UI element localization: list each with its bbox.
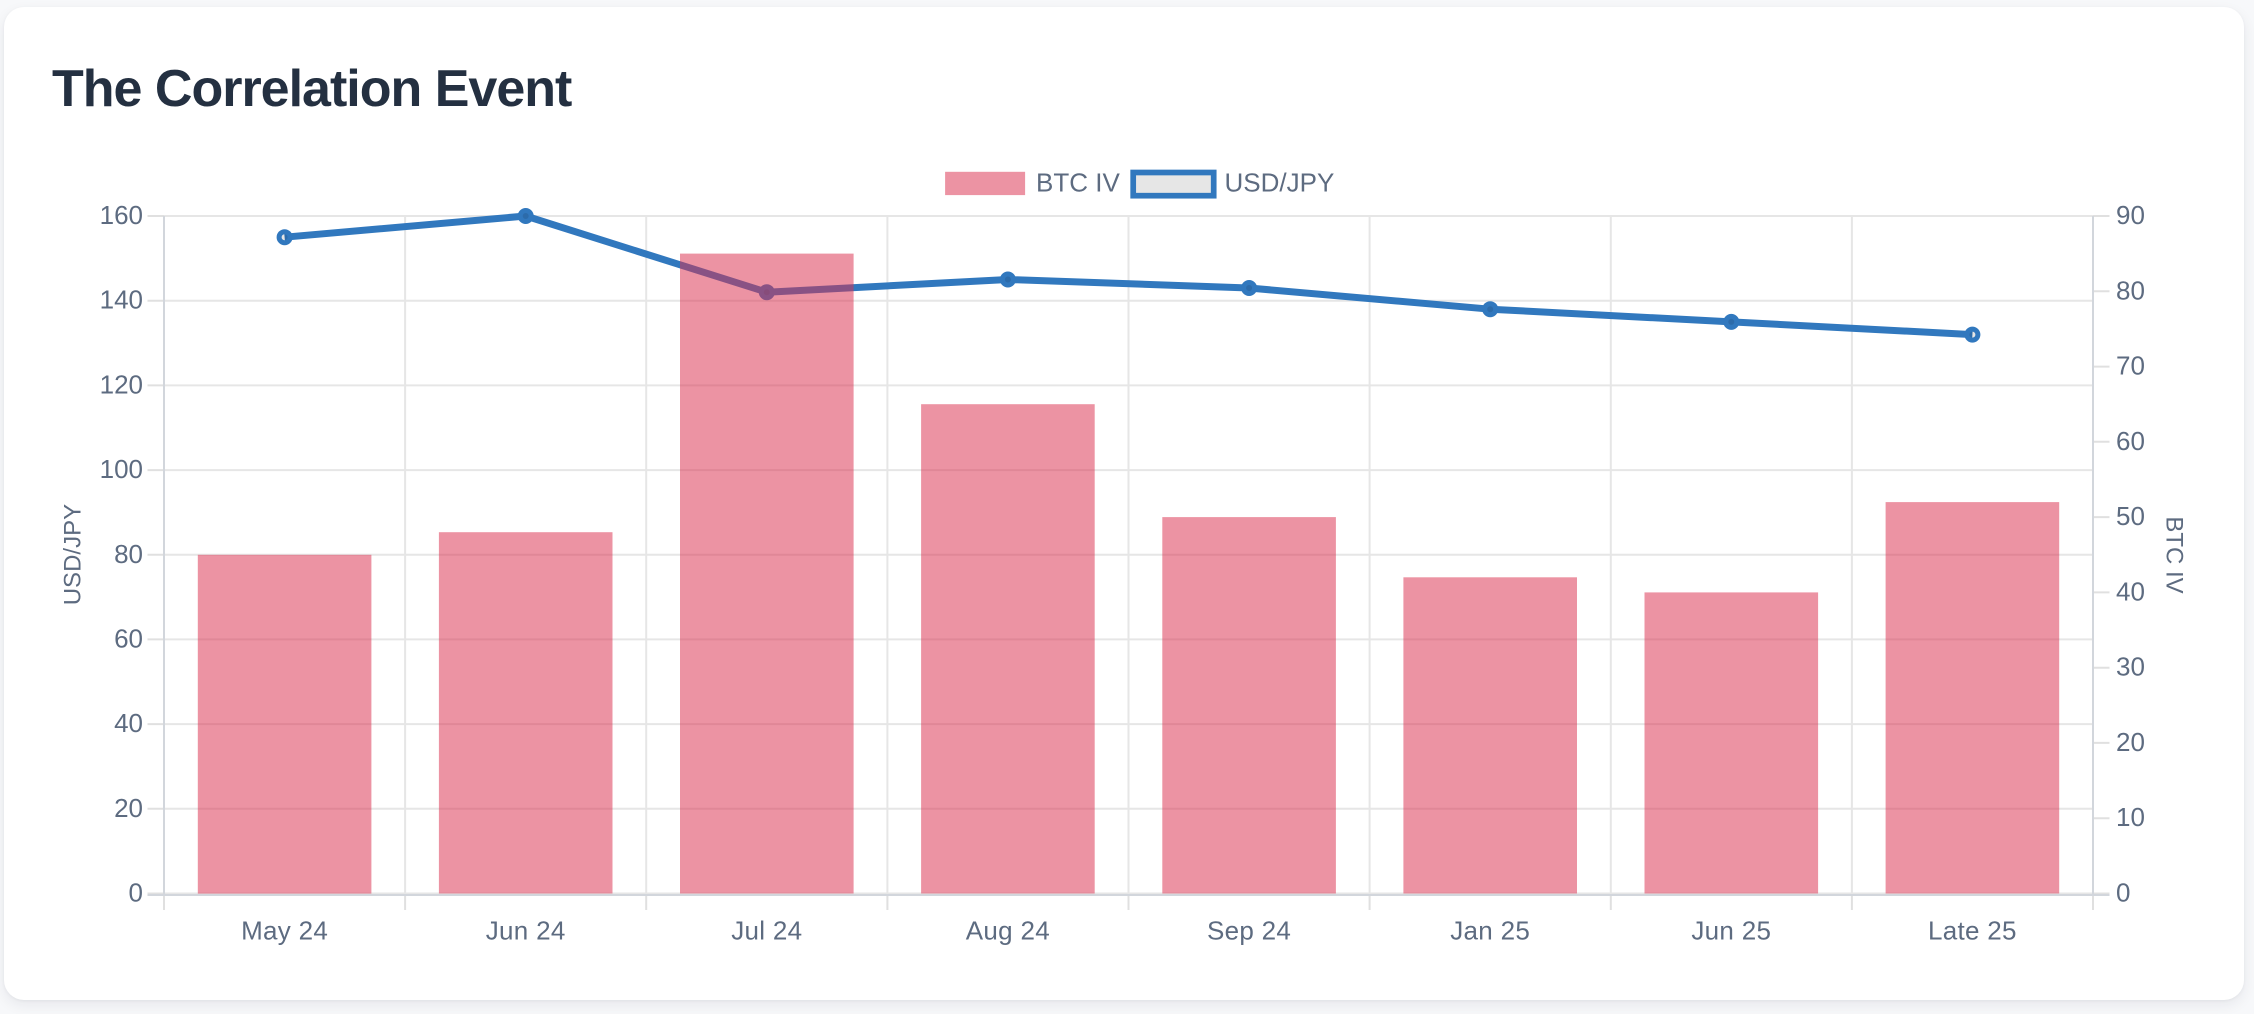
svg-text:30: 30 <box>2116 652 2145 682</box>
svg-text:0: 0 <box>129 878 143 908</box>
svg-text:0: 0 <box>2116 878 2130 908</box>
svg-text:Jul 24: Jul 24 <box>731 916 802 946</box>
svg-text:120: 120 <box>100 369 143 399</box>
svg-text:BTC IV: BTC IV <box>1036 168 1120 198</box>
svg-text:Jun 25: Jun 25 <box>1691 916 1771 946</box>
svg-text:Aug 24: Aug 24 <box>966 916 1050 946</box>
svg-text:Jan 25: Jan 25 <box>1450 916 1530 946</box>
svg-text:60: 60 <box>114 623 143 653</box>
svg-text:70: 70 <box>2116 351 2145 381</box>
svg-text:10: 10 <box>2116 802 2145 832</box>
svg-text:Jun 24: Jun 24 <box>486 916 566 946</box>
svg-text:BTC IV: BTC IV <box>2161 516 2188 593</box>
svg-text:40: 40 <box>2116 576 2145 606</box>
svg-text:Sep 24: Sep 24 <box>1207 916 1291 946</box>
svg-text:100: 100 <box>100 454 143 484</box>
svg-text:20: 20 <box>114 793 143 823</box>
svg-text:60: 60 <box>2116 426 2145 456</box>
svg-text:Late 25: Late 25 <box>1928 916 2017 946</box>
svg-text:80: 80 <box>2116 275 2145 305</box>
svg-text:160: 160 <box>100 200 143 230</box>
svg-text:80: 80 <box>114 539 143 569</box>
svg-text:20: 20 <box>2116 727 2145 757</box>
svg-text:90: 90 <box>2116 200 2145 230</box>
svg-text:140: 140 <box>100 285 143 315</box>
svg-text:50: 50 <box>2116 501 2145 531</box>
svg-text:40: 40 <box>114 708 143 738</box>
svg-text:May 24: May 24 <box>241 916 328 946</box>
svg-text:USD/JPY: USD/JPY <box>60 504 87 605</box>
svg-text:USD/JPY: USD/JPY <box>1225 168 1335 198</box>
